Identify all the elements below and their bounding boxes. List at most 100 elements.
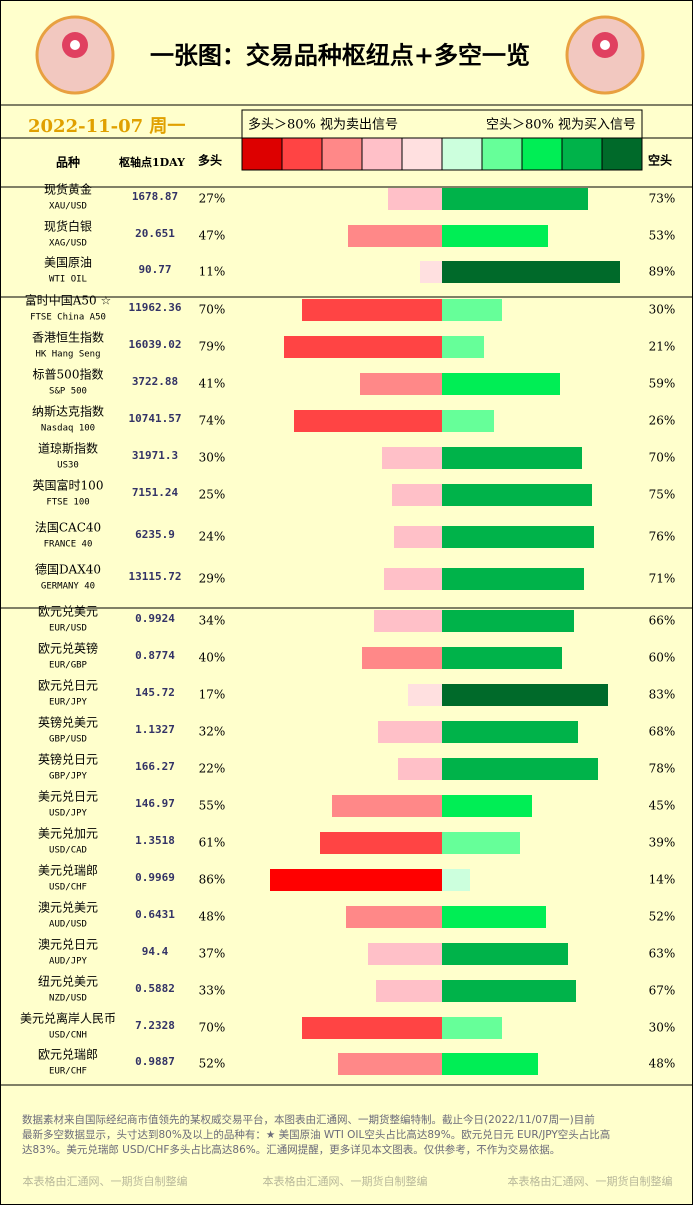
legend-swatch [441, 137, 483, 171]
pivot: 3722.88 [132, 375, 178, 388]
long-label: 70% [199, 303, 226, 317]
short-label: 78% [649, 762, 676, 776]
long-label: 22% [199, 762, 226, 776]
long-label: 47% [199, 229, 226, 243]
date: 2022-11-07 周一 [28, 116, 185, 137]
logo-left [35, 15, 115, 95]
pivot: 145.72 [135, 686, 175, 699]
short-label: 14% [649, 873, 676, 887]
item-code: WTI OIL [49, 275, 87, 285]
short-bar [442, 526, 594, 548]
legend-swatch [361, 137, 403, 171]
footer-text: 达83%。美元兑瑞郎 USD/CHF多头占比高达86%。汇通网提醒，更多详见本文… [22, 1143, 560, 1156]
legend-swatch [241, 137, 283, 171]
short-label: 39% [649, 836, 676, 850]
short-label: 26% [649, 414, 676, 428]
item-code: HK Hang Seng [35, 350, 100, 360]
short-bar [442, 373, 560, 395]
item-name: 现货白银 [44, 219, 92, 234]
item-name: 美国原油 [44, 256, 92, 270]
legend-swatch [561, 137, 603, 171]
short-label: 63% [649, 947, 676, 961]
long-label: 25% [199, 488, 226, 502]
short-bar [442, 906, 546, 928]
watermark: 本表格由汇通网、一期货自制整编 [508, 1174, 673, 1188]
short-label: 30% [649, 303, 676, 317]
long-label: 32% [199, 725, 226, 739]
pivot: 0.9969 [135, 871, 175, 884]
long-bar [362, 647, 442, 669]
long-bar [388, 188, 442, 210]
short-label: 48% [649, 1057, 676, 1071]
item-name: 英镑兑美元 [38, 715, 98, 730]
short-bar [442, 1017, 502, 1039]
pivot: 1.1327 [135, 723, 175, 736]
long-bar [348, 225, 442, 247]
long-label: 61% [199, 836, 226, 850]
long-bar [294, 410, 442, 432]
item-code: USD/JPY [49, 809, 88, 819]
item-name: 欧元兑日元 [38, 679, 98, 693]
item-name: 标普500指数 [33, 367, 104, 382]
item-code: FRANCE 40 [44, 540, 93, 550]
item-code: GBP/JPY [49, 772, 88, 782]
long-bar [368, 943, 442, 965]
pivot: 0.9887 [135, 1055, 175, 1068]
legend-swatch [401, 137, 443, 171]
item-code: EUR/GBP [49, 661, 88, 671]
long-bar [346, 906, 442, 928]
long-label: 86% [199, 873, 226, 887]
short-label: 73% [649, 192, 676, 206]
long-bar [408, 684, 442, 706]
item-code: US30 [57, 461, 79, 471]
item-name: 法国CAC40 [35, 521, 101, 535]
item-name: 英国富时100 [33, 478, 104, 493]
item-code: NZD/USD [49, 994, 87, 1004]
long-label: 79% [199, 340, 226, 354]
short-bar [442, 261, 620, 283]
item-name: 欧元兑美元 [38, 605, 98, 619]
item-name: 欧元兑英镑 [38, 641, 98, 656]
item-name: 澳元兑美元 [38, 901, 98, 915]
long-bar [360, 373, 442, 395]
short-label: 53% [649, 229, 676, 243]
long-bar [270, 869, 442, 891]
long-label: 33% [199, 984, 226, 998]
item-name: 欧元兑瑞郎 [38, 1048, 98, 1062]
pivot: 11962.36 [129, 301, 182, 314]
short-bar [442, 484, 592, 506]
long-bar [338, 1053, 442, 1075]
item-code: AUD/USD [49, 920, 87, 930]
pivot: 0.5882 [135, 982, 175, 995]
pivot: 7.2328 [135, 1019, 175, 1032]
item-name: 美元兑瑞郎 [38, 864, 98, 878]
header-name: 品种 [56, 155, 80, 170]
long-bar [378, 721, 442, 743]
item-name: 道琼斯指数 [38, 441, 98, 456]
logo-right [565, 15, 645, 95]
pivot: 0.9924 [135, 612, 175, 625]
item-code: AUD/JPY [49, 957, 88, 967]
short-bar [442, 447, 582, 469]
pivot: 13115.72 [129, 570, 182, 583]
long-bar [376, 980, 442, 1002]
legend-text: 多头＞80% 视为卖出信号 [248, 117, 398, 133]
item-name: 美元兑加元 [38, 827, 98, 841]
pivot: 31971.3 [132, 449, 178, 462]
item-name: 香港恒生指数 [32, 330, 104, 345]
item-name: 美元兑日元 [38, 790, 98, 804]
short-label: 76% [649, 530, 676, 544]
short-bar [442, 758, 598, 780]
legend-swatch [281, 137, 323, 171]
footer-text: 数据素材来自国际经纪商市值领先的某权威交易平台，本图表由汇通网、一期货整编特制。… [22, 1113, 595, 1126]
header-pivot: 枢轴点1DAY [119, 155, 185, 169]
short-bar [442, 943, 568, 965]
long-bar [384, 568, 442, 590]
long-bar [302, 299, 442, 321]
pivot: 16039.02 [129, 338, 182, 351]
item-code: GBP/USD [49, 735, 87, 745]
short-label: 75% [649, 488, 676, 502]
pivot: 6235.9 [135, 528, 175, 541]
long-label: 29% [199, 572, 226, 586]
